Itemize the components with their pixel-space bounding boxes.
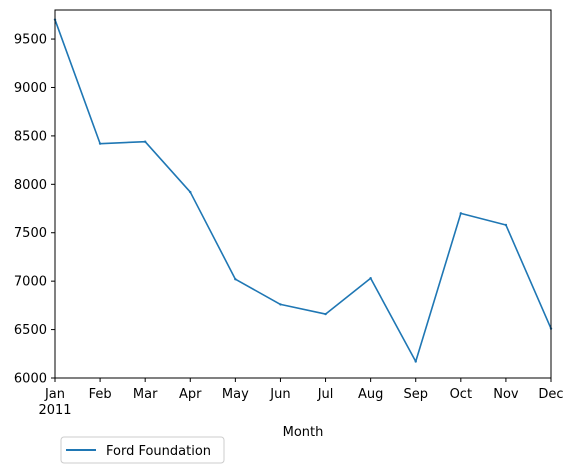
- x-tick-label: May: [222, 387, 249, 402]
- x-tick-label: Oct: [450, 387, 472, 402]
- y-tick-label: 8000: [14, 178, 47, 193]
- data-point: [324, 312, 327, 316]
- x-tick-label: Jul: [317, 387, 334, 402]
- data-point: [504, 223, 508, 227]
- y-tick-label: 9000: [14, 81, 47, 96]
- axes-frame: [54, 9, 552, 379]
- y-tick-label: 7000: [14, 275, 47, 290]
- plot-area: [53, 9, 553, 379]
- x-tick-label: Apr: [179, 387, 202, 402]
- x-tick-year-label: 2011: [38, 403, 71, 418]
- data-point: [234, 278, 237, 281]
- legend: Ford Foundation: [60, 436, 225, 464]
- y-axis: 6000 6500 7000 7500 8000 8500 9000 9500: [14, 33, 55, 387]
- x-tick-label: Feb: [89, 387, 112, 402]
- series-layer: [53, 18, 553, 363]
- x-axis-label: Month: [283, 425, 324, 440]
- x-tick-label: Jan: [44, 387, 65, 402]
- x-tick-label: Dec: [538, 387, 563, 402]
- x-tick-label: Sep: [403, 387, 428, 402]
- x-tick-label: Mar: [133, 387, 158, 402]
- data-point: [369, 277, 372, 280]
- x-tick-label: Jun: [269, 387, 290, 402]
- y-tick-label: 6500: [14, 323, 47, 338]
- y-tick-label: 6000: [14, 372, 47, 387]
- data-point: [98, 142, 102, 145]
- legend-frame: [60, 436, 225, 464]
- data-point: [279, 303, 282, 306]
- data-point: [143, 140, 147, 143]
- y-tick-label: 9500: [14, 33, 47, 48]
- data-point: [189, 190, 192, 194]
- y-tick-label: 8500: [14, 129, 47, 144]
- data-point: [459, 212, 463, 215]
- series-line-0: [54, 19, 552, 363]
- x-tick-label: Aug: [358, 387, 383, 402]
- x-axis: Jan Feb Mar Apr May Jun Jul Aug Sep Oct Nov Dec 2011: [38, 378, 564, 418]
- legend-label: Ford Foundation: [106, 444, 211, 459]
- data-point: [414, 360, 417, 363]
- x-tick-label: Nov: [493, 387, 519, 402]
- y-tick-label: 7500: [14, 226, 47, 241]
